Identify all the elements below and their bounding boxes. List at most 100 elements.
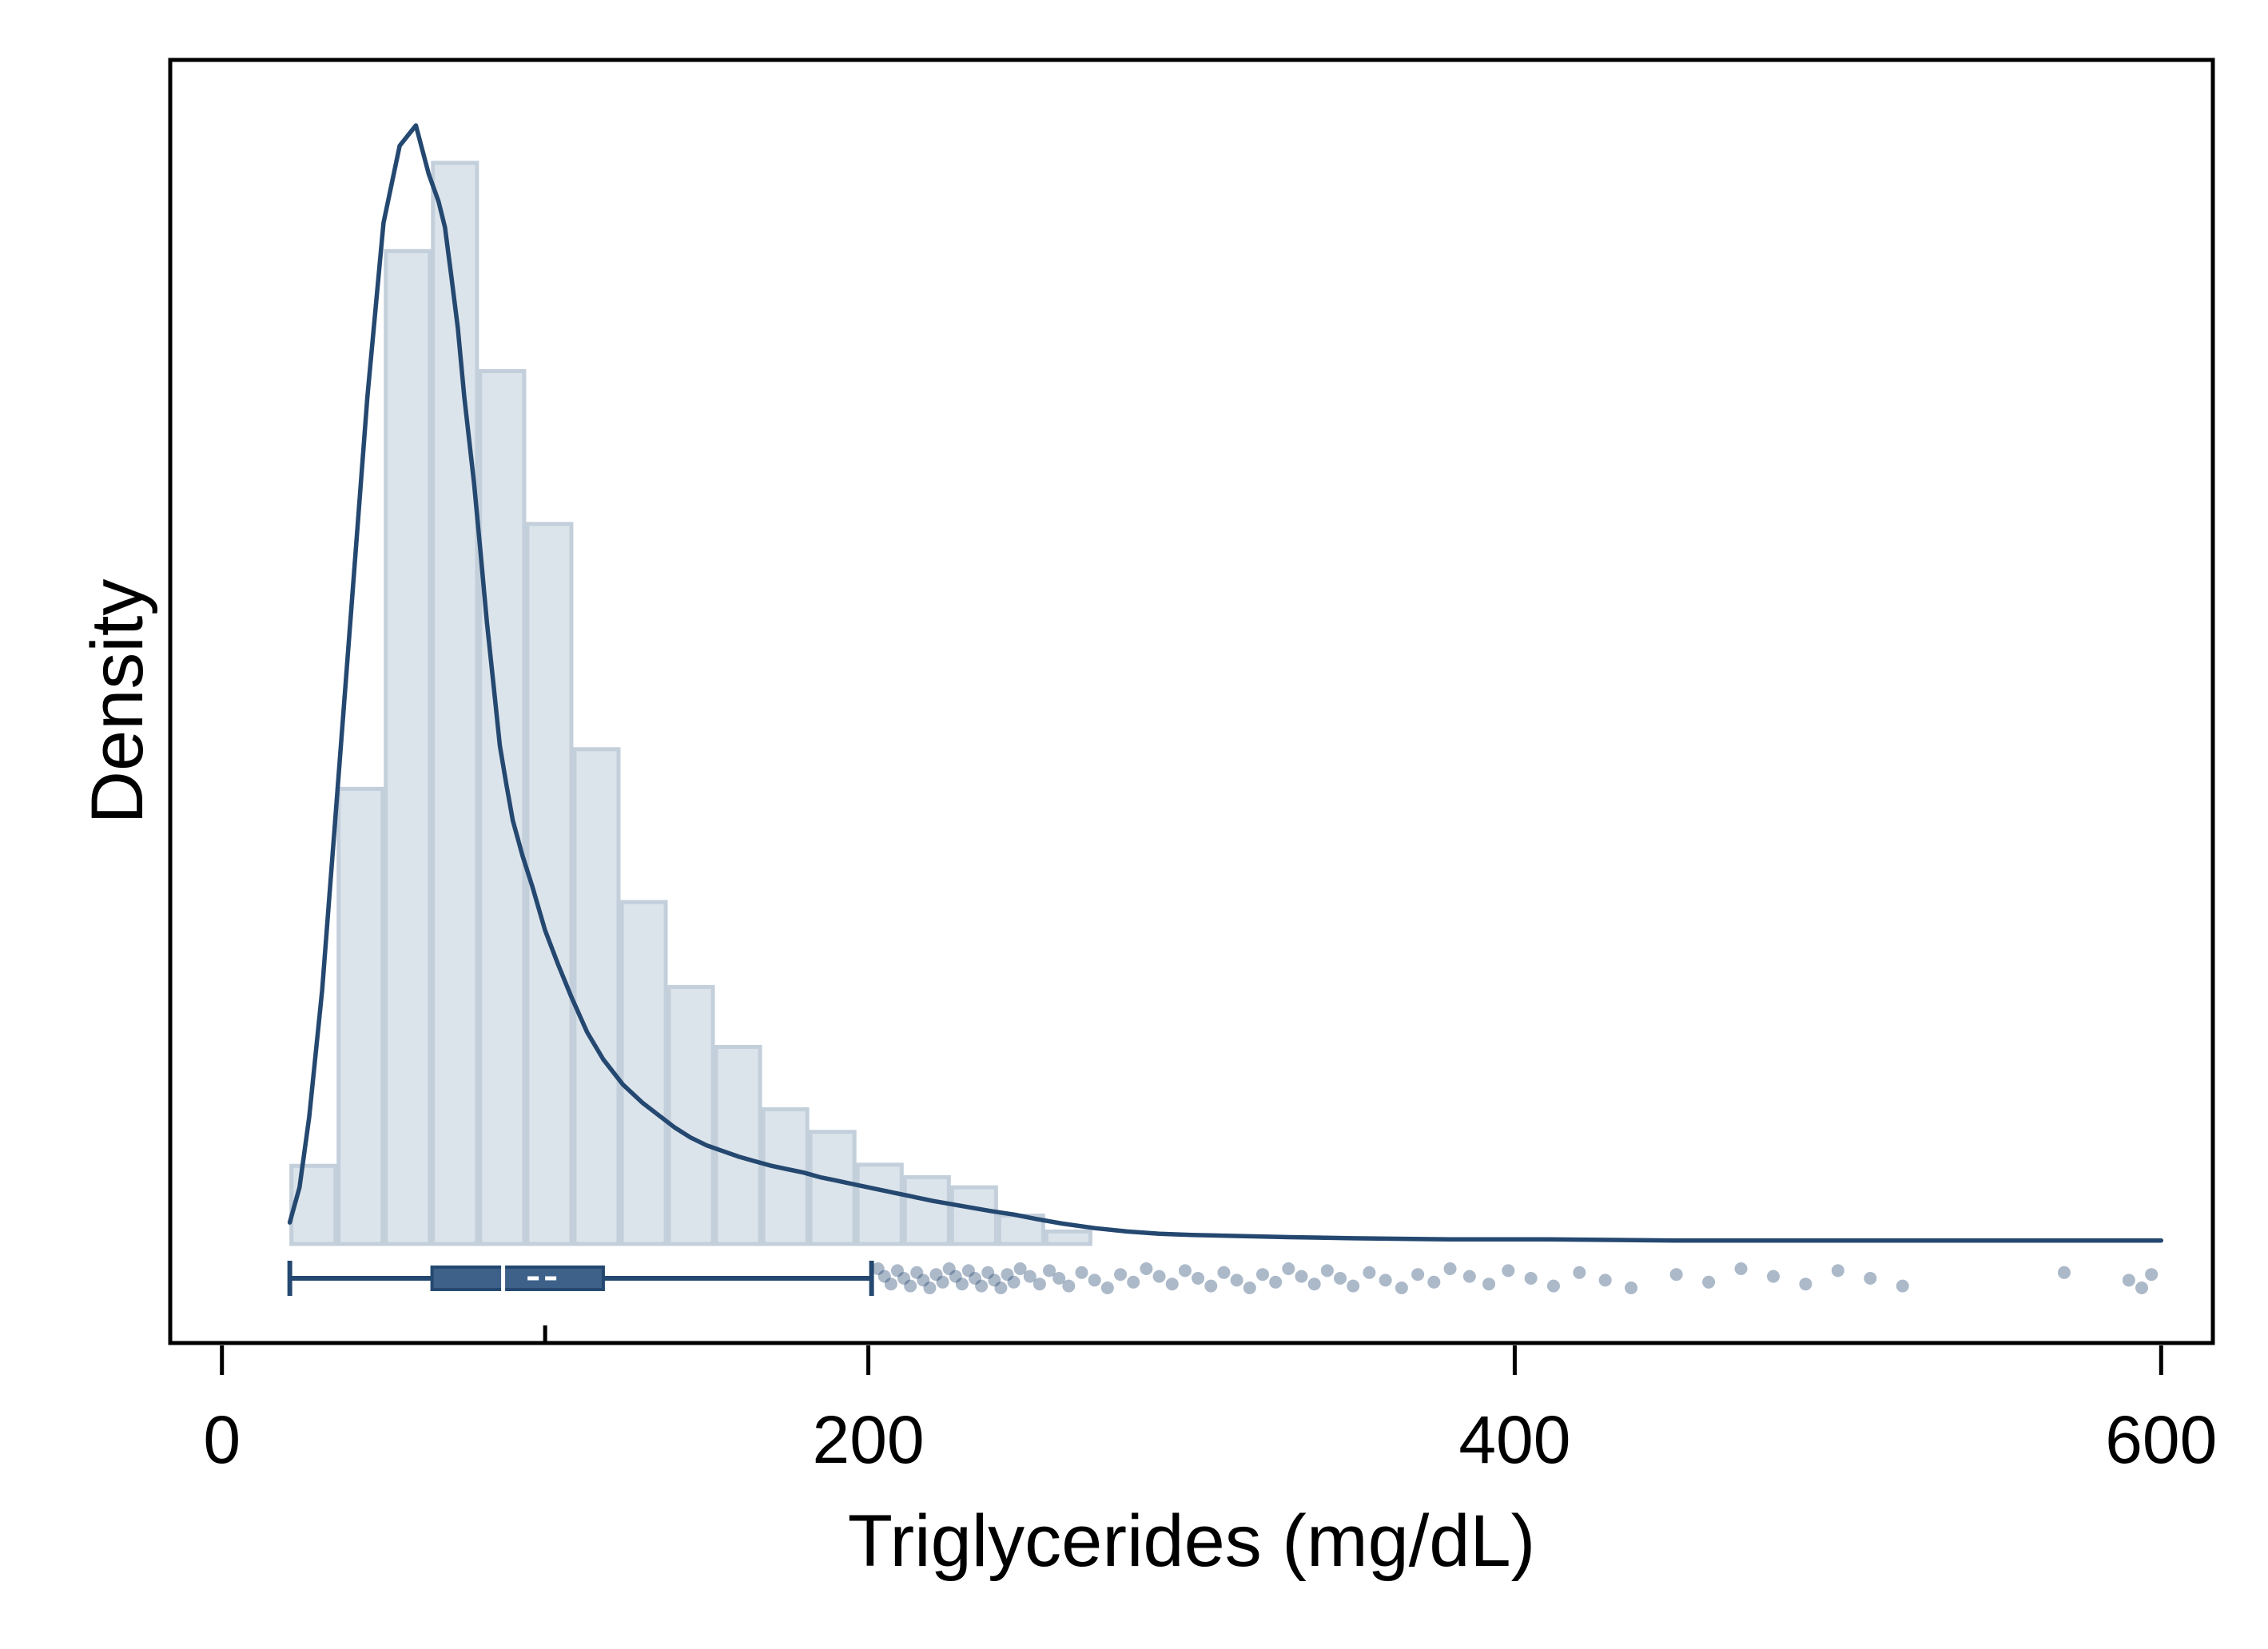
histogram-bar (525, 522, 574, 1246)
outlier-point (1043, 1264, 1056, 1277)
outlier-point (1896, 1279, 1909, 1293)
x-tick-label: 400 (1458, 1402, 1570, 1477)
outlier-point (1269, 1275, 1283, 1289)
outlier-points (871, 1262, 2159, 1294)
outlier-point (1001, 1268, 1014, 1281)
histogram-bar (808, 1130, 857, 1246)
outlier-point (1734, 1262, 1748, 1275)
outlier-point (1502, 1264, 1515, 1277)
outlier-point (1524, 1272, 1538, 1285)
outlier-point (877, 1270, 891, 1283)
outlier-point (1347, 1279, 1360, 1293)
outlier-point (2135, 1281, 2149, 1294)
outlier-point (1140, 1262, 1153, 1275)
outlier-point (1766, 1270, 1780, 1283)
outlier-point (1395, 1281, 1408, 1294)
histogram-bar (949, 1185, 998, 1246)
outlier-point (1033, 1277, 1046, 1291)
outlier-point (1334, 1272, 1347, 1285)
histogram-bar (619, 900, 668, 1246)
x-tick-label: 0 (203, 1402, 241, 1477)
outlier-point (1100, 1281, 1114, 1294)
outlier-point (1023, 1270, 1037, 1283)
outlier-point (994, 1281, 1008, 1294)
x-tick-label: 200 (812, 1402, 924, 1477)
outlier-point (1411, 1268, 1425, 1281)
outlier-point (1799, 1277, 1812, 1291)
outlier-point (910, 1266, 924, 1279)
outlier-point (929, 1268, 943, 1281)
outlier-point (904, 1279, 917, 1293)
histogram-bar (478, 368, 527, 1246)
outlier-point (1052, 1272, 1066, 1285)
outlier-point (871, 1262, 885, 1275)
histogram-bar (384, 248, 432, 1246)
histogram-bar (572, 747, 621, 1246)
outlier-point (1282, 1262, 1295, 1275)
boxplot-group (287, 1261, 874, 1296)
plot-frame (168, 58, 2215, 1345)
histogram-bar (714, 1044, 762, 1246)
outlier-point (1204, 1279, 1218, 1293)
outlier-point (975, 1279, 989, 1293)
outlier-point (1320, 1264, 1334, 1277)
outlier-point (1075, 1266, 1088, 1279)
histogram-bars (289, 161, 1092, 1246)
outlier-point (949, 1270, 962, 1283)
outlier-point (2122, 1274, 2135, 1287)
histogram-bar (902, 1174, 951, 1246)
outlier-point (1864, 1272, 1877, 1285)
outlier-point (1152, 1270, 1166, 1283)
outlier-point (1702, 1275, 1716, 1289)
outlier-point (1230, 1274, 1243, 1287)
outlier-point (1007, 1275, 1021, 1289)
outlier-point (1114, 1268, 1128, 1281)
outlier-point (1217, 1266, 1231, 1279)
outlier-point (1127, 1275, 1140, 1289)
histogram-bar (336, 786, 385, 1246)
outlier-point (1546, 1279, 1560, 1293)
outlier-point (981, 1266, 995, 1279)
outlier-point (942, 1262, 956, 1275)
outlier-point (1625, 1281, 1638, 1294)
outlier-point (1165, 1277, 1179, 1291)
outlier-point (1178, 1264, 1192, 1277)
outlier-point (2057, 1266, 2071, 1279)
outlier-point (1573, 1266, 1586, 1279)
histogram-bar (431, 161, 479, 1246)
outlier-point (1243, 1281, 1256, 1294)
histogram-bar (666, 984, 715, 1246)
outlier-point (1013, 1262, 1027, 1275)
outlier-point (890, 1264, 904, 1277)
outlier-point (1088, 1274, 1101, 1287)
outlier-point (1482, 1277, 1496, 1291)
outlier-point (897, 1272, 911, 1285)
outlier-point (923, 1281, 937, 1294)
histogram-bar (855, 1162, 904, 1246)
outlier-point (1255, 1268, 1269, 1281)
outlier-point (1598, 1274, 1612, 1287)
outlier-point (1831, 1264, 1844, 1277)
x-axis-title: Triglycerides (mg/dL) (848, 1500, 1536, 1582)
histogram-bar (761, 1107, 810, 1246)
outlier-point (988, 1274, 1001, 1287)
outlier-point (955, 1277, 969, 1291)
outlier-point (1363, 1266, 1376, 1279)
outlier-point (1307, 1277, 1321, 1291)
outlier-point (961, 1264, 975, 1277)
outlier-point (884, 1277, 897, 1291)
density-curve-group (287, 123, 2164, 1243)
boxplot-box (430, 1266, 605, 1291)
outlier-point (1669, 1268, 1683, 1281)
outlier-point (936, 1275, 949, 1289)
outlier-point (1295, 1270, 1308, 1283)
outlier-point (1192, 1272, 1205, 1285)
x-axis: 0 200 400 600 (203, 1325, 2217, 1477)
outlier-point (1462, 1270, 1476, 1283)
y-axis-title: Density (77, 579, 158, 824)
histogram-bar (289, 1163, 338, 1246)
density-curve (287, 123, 2164, 1243)
outlier-point (1379, 1274, 1392, 1287)
histogram-bar (1044, 1229, 1092, 1246)
